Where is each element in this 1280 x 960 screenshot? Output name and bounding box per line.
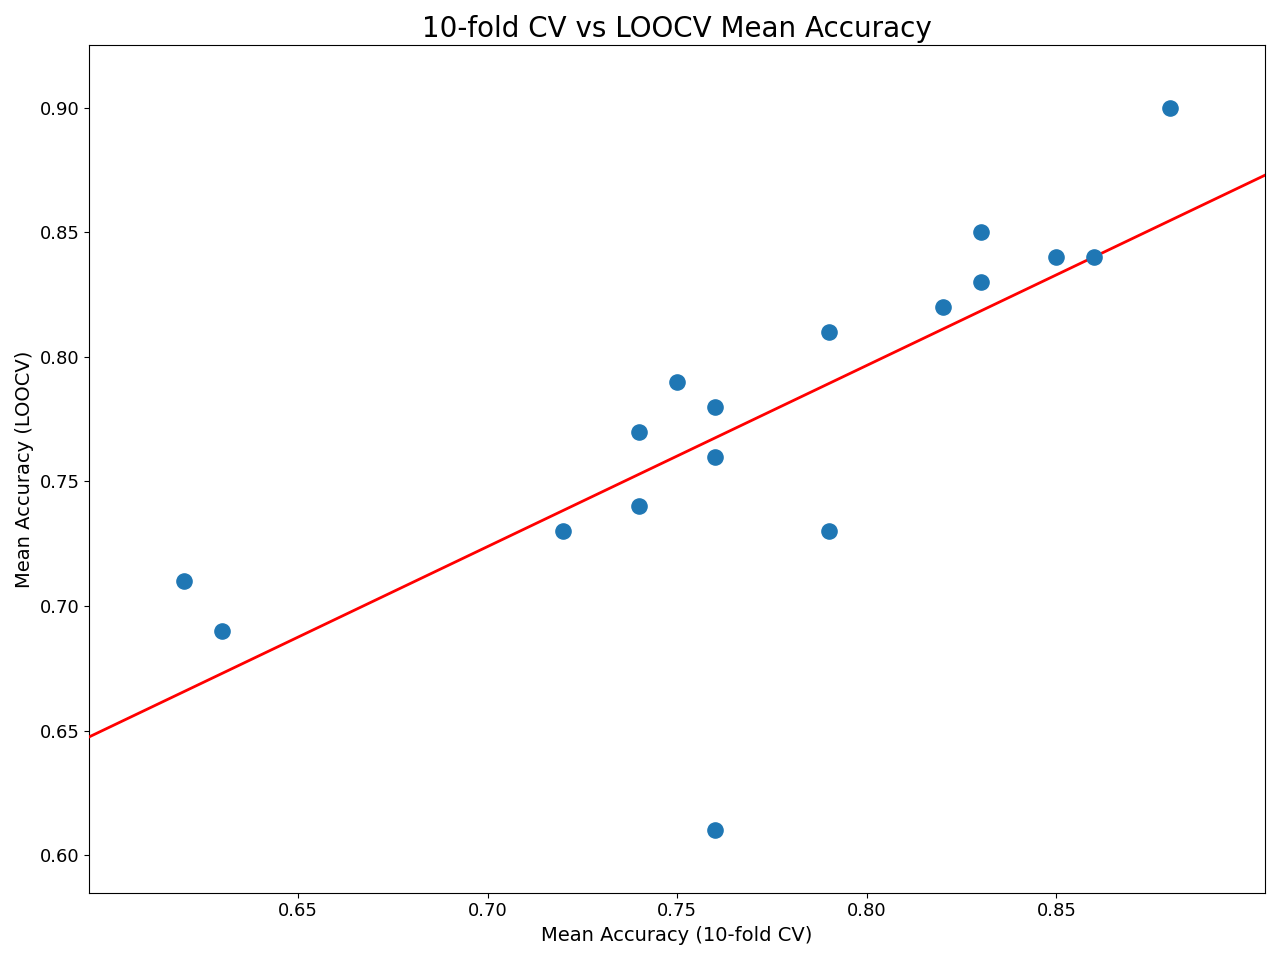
Title: 10-fold CV vs LOOCV Mean Accuracy: 10-fold CV vs LOOCV Mean Accuracy [422, 15, 932, 43]
X-axis label: Mean Accuracy (10-fold CV): Mean Accuracy (10-fold CV) [541, 926, 813, 945]
Point [819, 324, 840, 340]
Point [628, 424, 649, 440]
Point [1046, 250, 1066, 265]
Point [932, 300, 952, 315]
Point [667, 374, 687, 390]
Point [211, 623, 232, 638]
Y-axis label: Mean Accuracy (LOOCV): Mean Accuracy (LOOCV) [15, 350, 35, 588]
Point [970, 275, 991, 290]
Point [705, 399, 726, 415]
Point [628, 499, 649, 515]
Point [970, 225, 991, 240]
Point [819, 523, 840, 539]
Point [174, 573, 195, 588]
Point [1084, 250, 1105, 265]
Point [1160, 100, 1180, 115]
Point [553, 523, 573, 539]
Point [705, 823, 726, 838]
Point [705, 449, 726, 465]
